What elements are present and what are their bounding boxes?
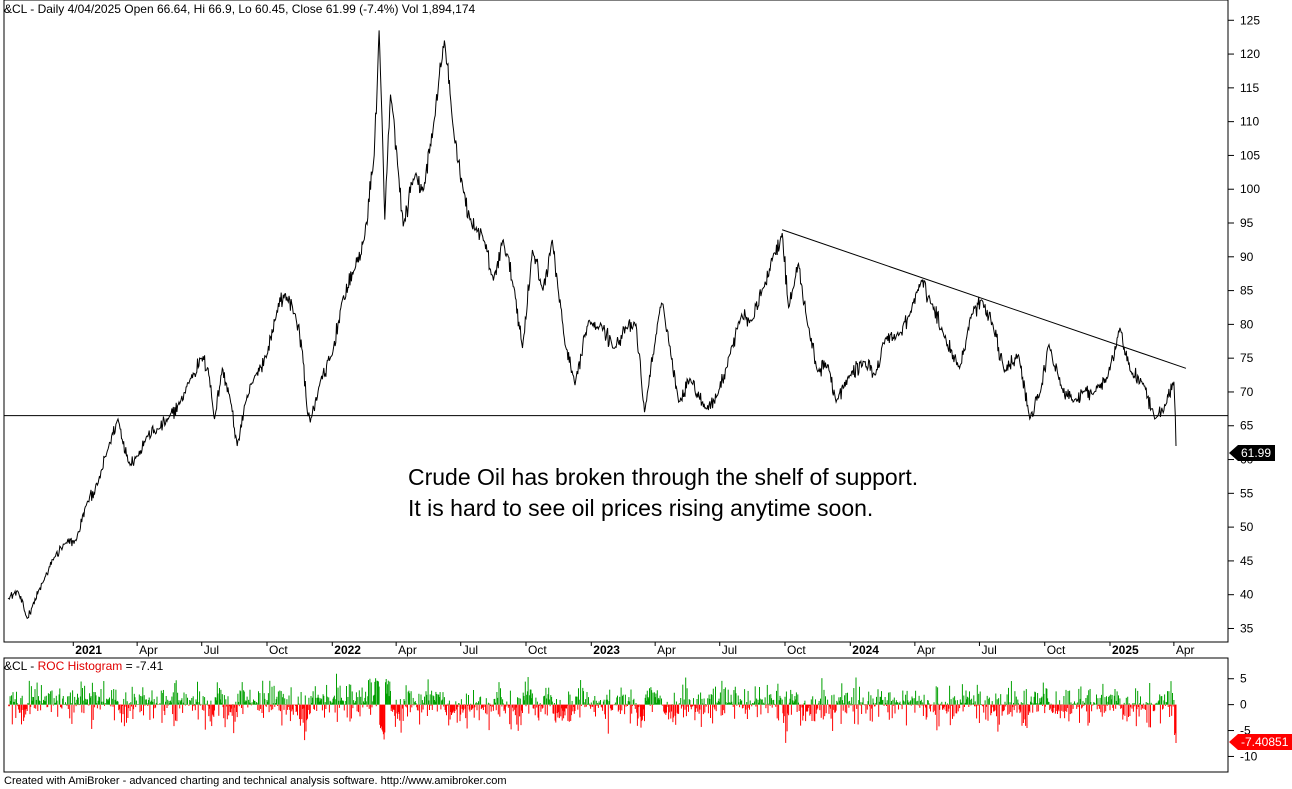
price-pane-frame xyxy=(3,0,1229,643)
price-y-tick-label: 65 xyxy=(1240,419,1254,433)
price-y-tick-label: 75 xyxy=(1240,351,1254,365)
price-y-tick-label: 110 xyxy=(1240,115,1259,129)
price-y-tick-label: 50 xyxy=(1240,520,1254,534)
price-pane: 3540455055606570758085909510010511011512… xyxy=(3,0,1260,657)
price-y-tick-label: 45 xyxy=(1240,554,1254,568)
roc-y-tick-label: 0 xyxy=(1240,698,1247,712)
price-x-tick-label: 2023 xyxy=(593,643,620,657)
roc-y-tick-label: 5 xyxy=(1240,672,1247,686)
footer-credit: Created with AmiBroker - advanced charti… xyxy=(4,775,507,787)
chart-title: &CL - Daily 4/04/2025 Open 66.64, Hi 66.… xyxy=(4,2,476,16)
price-x-tick-label: Oct xyxy=(787,643,806,657)
price-x-tick-label: Jul xyxy=(204,643,219,657)
annotation-line-2: It is hard to see oil prices rising anyt… xyxy=(408,495,874,521)
price-y-tick-label: 125 xyxy=(1240,13,1260,27)
price-x-tick-label: Apr xyxy=(139,643,158,657)
price-y-tick-label: 55 xyxy=(1240,486,1254,500)
price-x-tick-label: Apr xyxy=(657,643,676,657)
roc-y-tick-label: -10 xyxy=(1240,749,1258,763)
price-x-tick-label: Oct xyxy=(269,643,288,657)
price-series-line xyxy=(7,30,1177,620)
indicator-name: ROC Histogram xyxy=(37,659,123,673)
price-y-tick-label: 40 xyxy=(1240,588,1254,602)
price-x-tick-label: 2021 xyxy=(75,643,102,657)
price-x-tick-label: Apr xyxy=(398,643,417,657)
roc-y-tick-label: -5 xyxy=(1240,724,1251,738)
price-x-tick-label: 2025 xyxy=(1112,643,1139,657)
price-x-tick-label: 2022 xyxy=(334,643,361,657)
roc-y-axis: 5 0 -5 -10 xyxy=(1228,672,1258,763)
price-y-tick-label: 120 xyxy=(1240,47,1260,61)
indicator-title: &CL - ROC Histogram = -7.41 xyxy=(4,659,163,673)
price-x-tick-label: Jul xyxy=(722,643,737,657)
indicator-prefix: &CL - xyxy=(4,659,38,673)
price-x-tick-label: 2024 xyxy=(852,643,879,657)
price-x-tick-label: Apr xyxy=(917,643,936,657)
roc-pane-frame xyxy=(3,657,1229,773)
price-y-tick-label: 95 xyxy=(1240,216,1254,230)
trend-line xyxy=(782,229,1187,369)
price-x-tick-label: Apr xyxy=(1176,643,1195,657)
price-y-tick-label: 105 xyxy=(1240,148,1260,162)
price-y-tick-label: 70 xyxy=(1240,385,1254,399)
price-x-tick-label: Oct xyxy=(528,643,547,657)
indicator-value: = -7.41 xyxy=(122,659,164,673)
price-x-tick-label: Jul xyxy=(981,643,996,657)
price-x-tick-label: Jul xyxy=(463,643,478,657)
last-price-label: 61.99 xyxy=(1229,445,1276,461)
chart-annotation: Crude Oil has broken through the shelf o… xyxy=(408,462,918,524)
price-y-tick-label: 80 xyxy=(1240,317,1254,331)
price-y-tick-label: 115 xyxy=(1240,81,1259,95)
roc-histogram-bars xyxy=(8,673,1177,744)
price-x-axis: 2021 Apr Jul Oct 2022 Apr Jul Oct 2023 Apr Jul Oct 2… xyxy=(72,642,1195,657)
price-y-tick-label: 90 xyxy=(1240,250,1254,264)
price-y-tick-label: 85 xyxy=(1240,284,1254,298)
price-y-axis: 3540455055606570758085909510010511011512… xyxy=(1228,13,1260,635)
last-roc-label: -7.40851 xyxy=(1229,734,1292,750)
price-y-tick-label: 35 xyxy=(1240,621,1254,635)
annotation-line-1: Crude Oil has broken through the shelf o… xyxy=(408,464,919,490)
price-x-tick-label: Oct xyxy=(1047,643,1066,657)
price-y-tick-label: 100 xyxy=(1240,182,1260,196)
roc-pane: 5 0 -5 -10 xyxy=(3,657,1258,773)
